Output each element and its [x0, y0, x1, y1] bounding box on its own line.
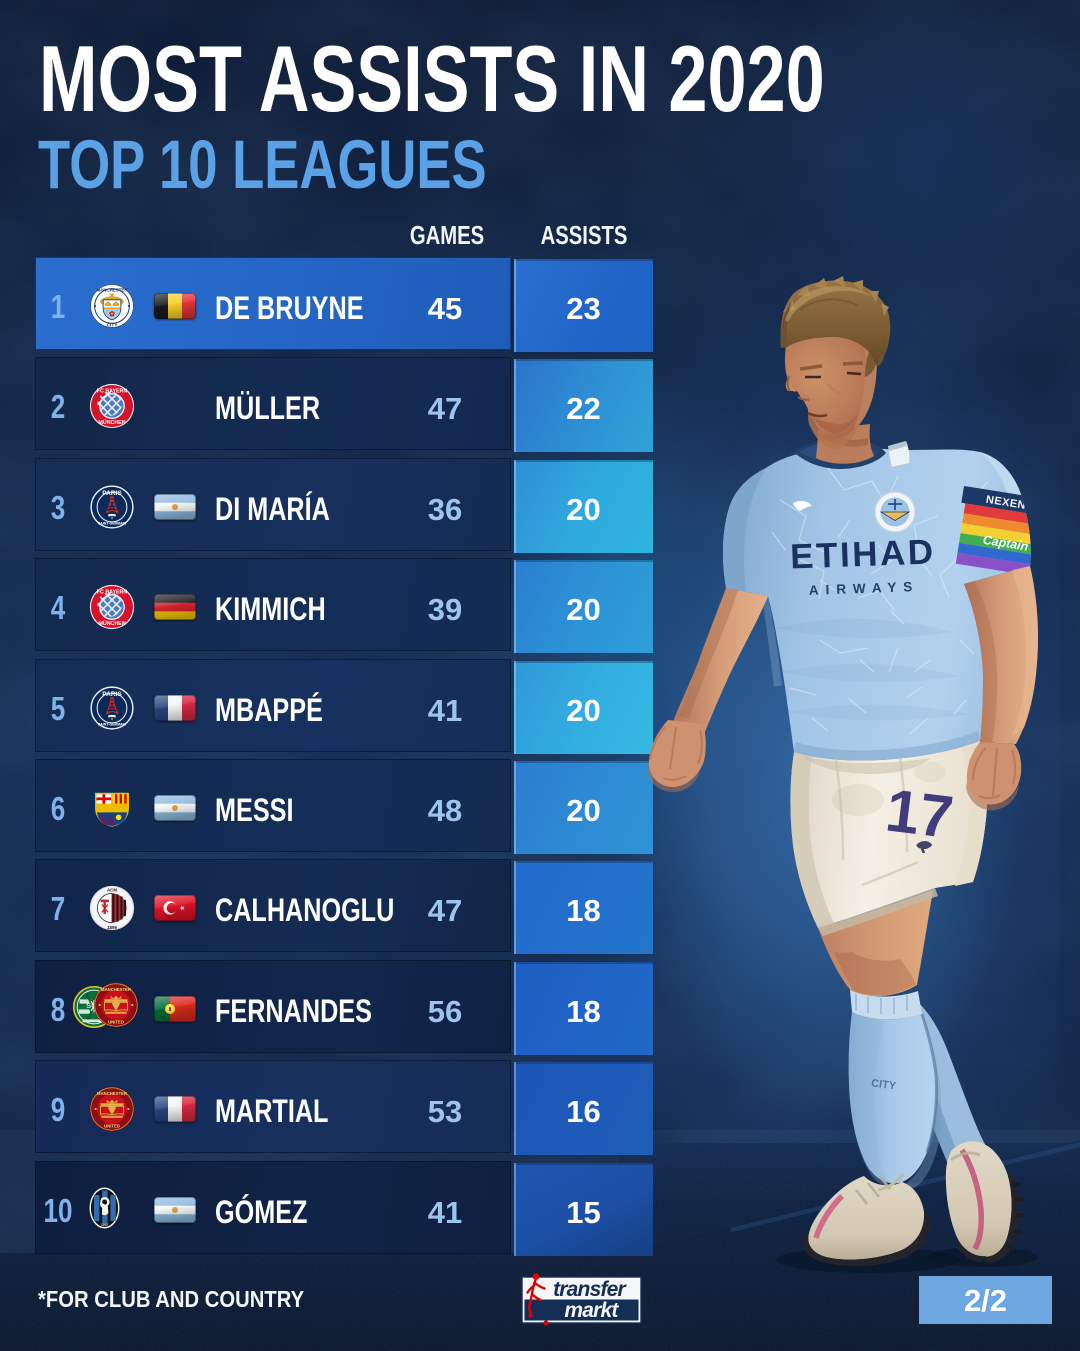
svg-text:1899: 1899	[107, 925, 117, 930]
svg-text:MÜNCHEN: MÜNCHEN	[98, 620, 125, 627]
svg-text:MANCHESTER: MANCHESTER	[96, 287, 128, 292]
svg-text:FC BAYERN: FC BAYERN	[97, 590, 128, 596]
svg-text:MANCHESTER: MANCHESTER	[101, 987, 131, 992]
svg-text:ACM: ACM	[107, 888, 117, 893]
svg-text:1907: 1907	[101, 1223, 109, 1227]
svg-text:PARIS: PARIS	[102, 691, 122, 698]
svg-text:UNITED: UNITED	[104, 1124, 120, 1129]
svg-text:UNITED: UNITED	[108, 1019, 124, 1024]
svg-text:MÜNCHEN: MÜNCHEN	[98, 420, 125, 427]
svg-text:transfer: transfer	[553, 1278, 627, 1301]
svg-text:markt: markt	[564, 1299, 619, 1322]
svg-text:CITY: CITY	[107, 322, 119, 328]
svg-text:ETIHAD: ETIHAD	[790, 532, 937, 576]
svg-text:CITY: CITY	[870, 1077, 897, 1092]
svg-text:MANCHESTER: MANCHESTER	[97, 1091, 127, 1096]
svg-text:AIRWAYS: AIRWAYS	[809, 579, 920, 598]
svg-text:PARIS: PARIS	[102, 490, 122, 497]
svg-text:FC BAYERN: FC BAYERN	[97, 389, 128, 395]
svg-text:17: 17	[882, 776, 956, 851]
svg-text:SAINT-GERMAIN: SAINT-GERMAIN	[98, 521, 127, 525]
svg-text:SAINT-GERMAIN: SAINT-GERMAIN	[98, 722, 127, 726]
